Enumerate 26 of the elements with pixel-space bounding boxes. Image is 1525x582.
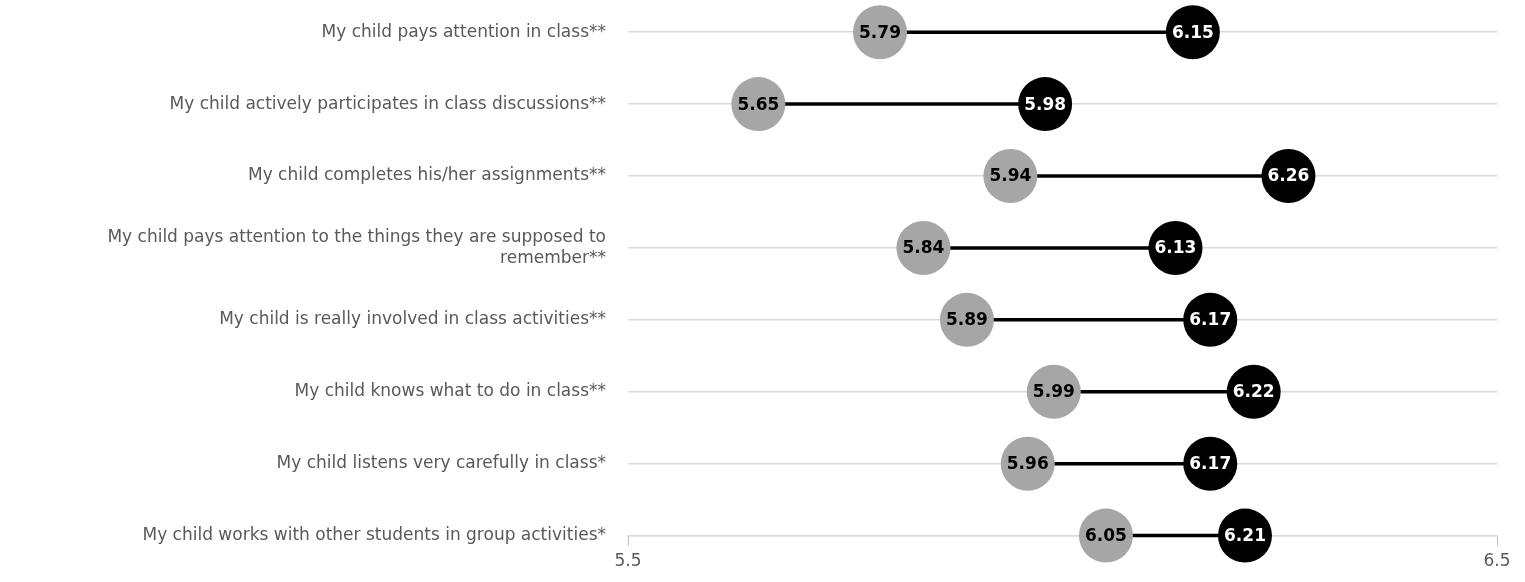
data-label: 6.22 xyxy=(1232,381,1275,402)
data-label: 5.65 xyxy=(737,93,780,114)
y-tick-label: My child is really involved in class activities** xyxy=(219,308,606,329)
data-label: 6.15 xyxy=(1171,21,1214,42)
x-tick-label: 6.5 xyxy=(1483,550,1511,571)
y-tick-label: My child works with other students in group activities* xyxy=(142,524,606,545)
data-label: 5.98 xyxy=(1024,93,1067,114)
data-label: 6.26 xyxy=(1267,165,1310,186)
x-tick-label: 5.5 xyxy=(614,550,642,571)
data-label: 5.94 xyxy=(989,165,1032,186)
data-label: 6.21 xyxy=(1224,525,1266,546)
y-tick-label: My child actively participates in class discussions** xyxy=(169,92,606,113)
data-label: 5.79 xyxy=(859,21,901,42)
y-tick-label: My child knows what to do in class** xyxy=(294,380,606,401)
data-label: 6.17 xyxy=(1189,309,1232,330)
y-tick-label: My child completes his/her assignments** xyxy=(247,164,606,185)
data-label: 6.05 xyxy=(1084,525,1127,546)
y-tick-label: My child pays attention to the things they are supposed to remember** xyxy=(107,226,606,267)
data-label: 6.13 xyxy=(1154,237,1197,258)
data-label: 5.84 xyxy=(902,237,945,258)
y-tick-label: My child listens very carefully in class* xyxy=(276,452,606,473)
data-label: 6.17 xyxy=(1189,453,1232,474)
data-label: 5.99 xyxy=(1032,381,1075,402)
data-label: 5.89 xyxy=(945,309,988,330)
data-label: 5.96 xyxy=(1006,453,1049,474)
y-tick-label: My child pays attention in class** xyxy=(321,20,606,41)
